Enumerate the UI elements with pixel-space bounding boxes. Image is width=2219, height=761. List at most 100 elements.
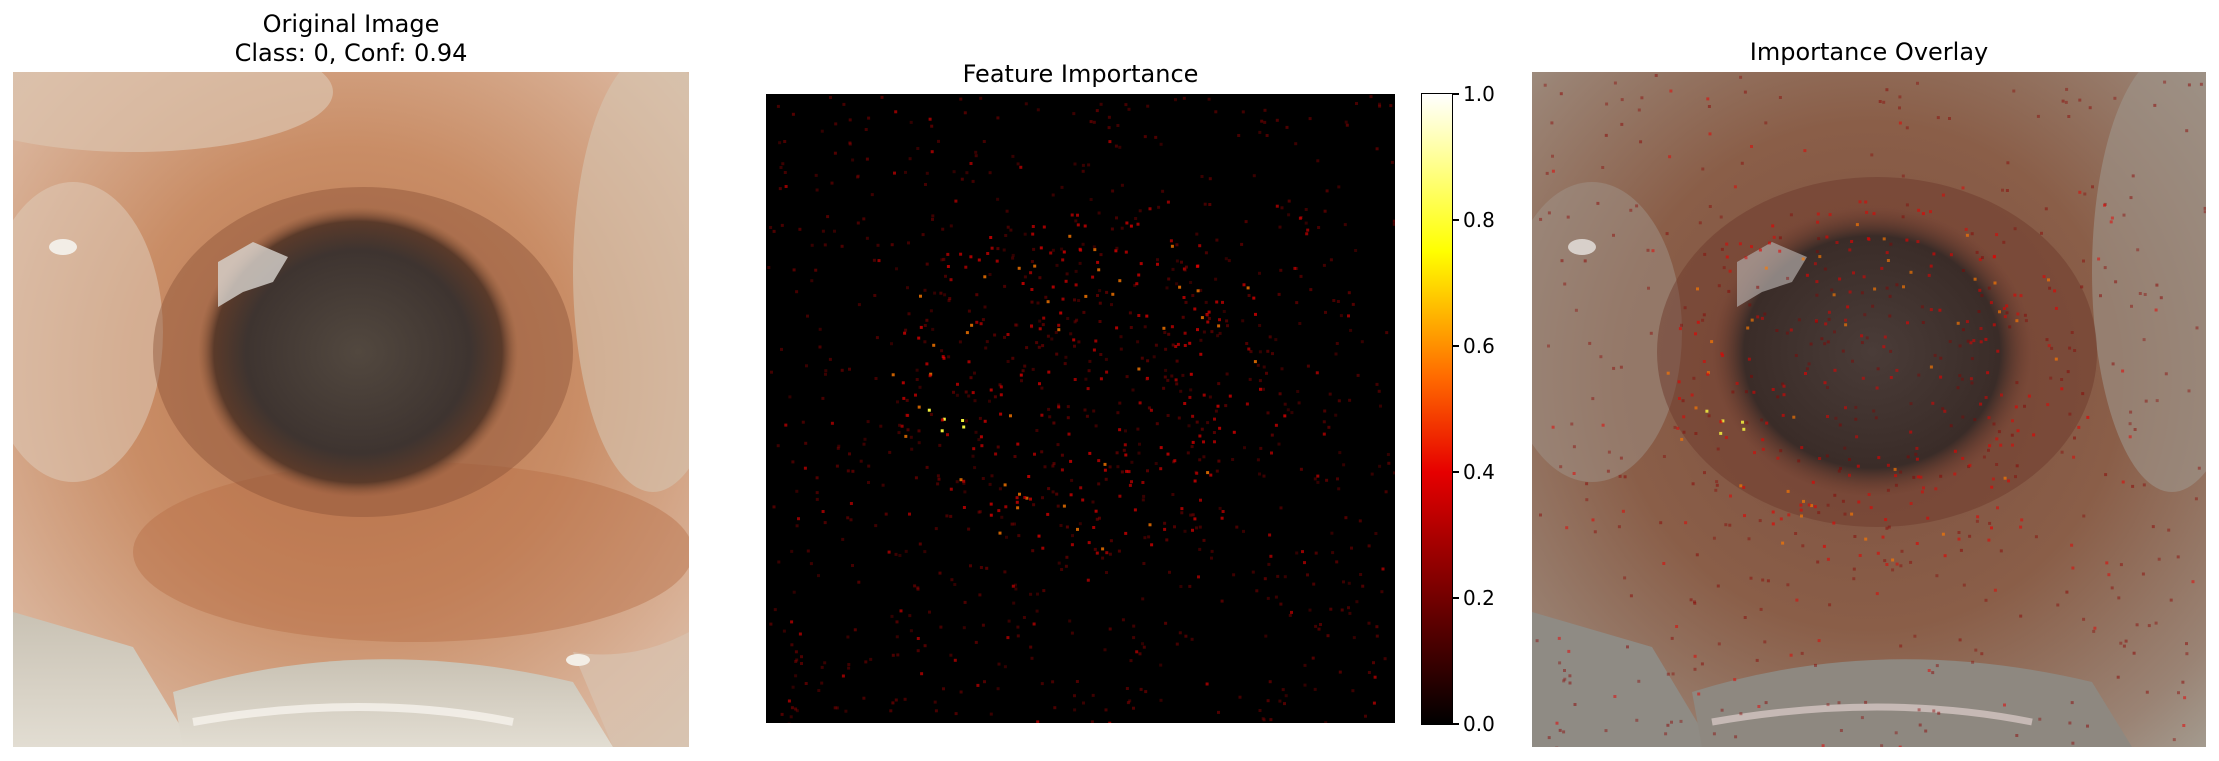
- overlay-cell: [1637, 679, 1641, 683]
- overlay-cell: [1898, 121, 1902, 125]
- heatmap-cell: [1274, 423, 1278, 427]
- heatmap-cell: [853, 628, 857, 632]
- overlay-cell: [2105, 561, 2109, 565]
- heatmap-cell: [1042, 316, 1046, 320]
- overlay-cell: [1568, 674, 1572, 678]
- heatmap-cell: [790, 706, 794, 710]
- heatmap-cell: [1202, 440, 1205, 444]
- heatmap-cell: [1059, 311, 1063, 315]
- overlay-cell: [1563, 669, 1566, 672]
- overlay-cell: [1926, 516, 1930, 520]
- overlay-cell: [2121, 480, 2125, 484]
- heatmap-cell: [1344, 120, 1348, 124]
- heatmap-cell: [1086, 387, 1090, 391]
- heatmap-cell: [1154, 462, 1158, 465]
- overlay-cell: [1906, 455, 1910, 459]
- heatmap-cell: [1390, 160, 1394, 164]
- overlay-cell: [1987, 416, 1991, 420]
- heatmap-cell: [1141, 481, 1145, 484]
- heatmap-cell: [1055, 492, 1059, 496]
- heatmap-cell: [1206, 471, 1210, 475]
- overlay-cell: [1760, 316, 1764, 320]
- overlay-cell: [1872, 212, 1876, 216]
- heatmap-cell: [1074, 219, 1078, 223]
- heatmap-cell: [1073, 378, 1077, 381]
- heatmap-cell: [1108, 552, 1112, 556]
- heatmap-cell: [1014, 323, 1018, 327]
- overlay-cell: [1753, 451, 1756, 455]
- heatmap-cell: [904, 328, 908, 332]
- overlay-cell: [1980, 652, 1984, 656]
- heatmap-cell: [1181, 315, 1185, 319]
- overlay-cell: [2068, 721, 2072, 725]
- heatmap-cell: [863, 437, 867, 441]
- heatmap-cell: [1116, 411, 1120, 415]
- heatmap-cell: [1290, 610, 1293, 614]
- heatmap-cell: [1351, 689, 1355, 693]
- overlay-cell: [1743, 616, 1747, 619]
- overlay-cell: [1935, 574, 1939, 578]
- heatmap-cell: [1016, 634, 1020, 638]
- heatmap-cell: [1104, 708, 1108, 712]
- heatmap-cell: [848, 141, 852, 145]
- heatmap-cell: [940, 418, 944, 422]
- heatmap-cell: [1134, 217, 1138, 220]
- overlay-cell: [1583, 259, 1587, 263]
- heatmap-cell: [1351, 302, 1355, 306]
- overlay-cell: [1875, 592, 1879, 596]
- heatmap-cell: [809, 562, 813, 566]
- heatmap-cell: [1047, 407, 1051, 411]
- heatmap-cell: [1051, 680, 1055, 684]
- overlay-cell: [2050, 346, 2054, 350]
- overlay-cell: [1620, 122, 1624, 126]
- overlay-cell: [1776, 456, 1780, 460]
- overlay-cell: [2024, 319, 2028, 323]
- heatmap-cell: [1120, 183, 1124, 187]
- overlay-cell: [1885, 286, 1889, 290]
- heatmap-cell: [1147, 535, 1151, 539]
- overlay-cell: [1662, 455, 1666, 458]
- heatmap-cell: [887, 550, 891, 554]
- overlay-cell: [1980, 256, 1984, 260]
- heatmap-cell: [1175, 259, 1179, 263]
- heatmap-cell: [1214, 110, 1218, 114]
- heatmap-cell: [941, 227, 945, 231]
- overlay-cell: [1961, 456, 1965, 460]
- heatmap-cell: [1338, 670, 1342, 674]
- overlay-cell: [1833, 368, 1837, 372]
- heatmap-cell: [928, 610, 931, 614]
- heatmap-cell: [1189, 281, 1193, 284]
- overlay-cell: [1747, 357, 1751, 361]
- heatmap-cell: [1299, 274, 1303, 278]
- heatmap-cell: [1011, 253, 1015, 257]
- heatmap-cell: [840, 244, 844, 248]
- heatmap-cell: [942, 417, 946, 421]
- heatmap-cell: [1124, 429, 1127, 433]
- heatmap-cell: [1378, 104, 1382, 108]
- overlay-cell: [2019, 294, 2023, 298]
- overlay-cell: [1905, 238, 1909, 242]
- heatmap-cell: [823, 243, 827, 247]
- heatmap-cell: [1029, 271, 1033, 275]
- overlay-cell: [1969, 377, 1973, 381]
- heatmap-cell: [1092, 526, 1096, 529]
- heatmap-cell: [1180, 260, 1183, 264]
- overlay-cell: [2027, 394, 2031, 398]
- heatmap-cell: [1202, 330, 1206, 334]
- heatmap-cell: [833, 229, 836, 233]
- overlay-cell: [1899, 564, 1903, 568]
- heatmap-cell: [1002, 248, 1006, 252]
- overlay-cell: [1677, 380, 1681, 384]
- overlay-cell: [1717, 642, 1721, 646]
- overlay-cell: [2065, 87, 2069, 91]
- overlay-cell: [1719, 431, 1723, 435]
- heatmap-cell: [821, 510, 825, 513]
- heatmap-cell: [933, 700, 937, 704]
- overlay-cell: [1778, 236, 1782, 240]
- heatmap-cell: [1224, 404, 1228, 408]
- overlay-cell: [1979, 340, 1983, 344]
- heatmap-cell: [846, 469, 850, 473]
- heatmap-cell: [1325, 189, 1329, 193]
- overlay-cell: [1850, 240, 1854, 243]
- heatmap-cell: [1086, 578, 1090, 582]
